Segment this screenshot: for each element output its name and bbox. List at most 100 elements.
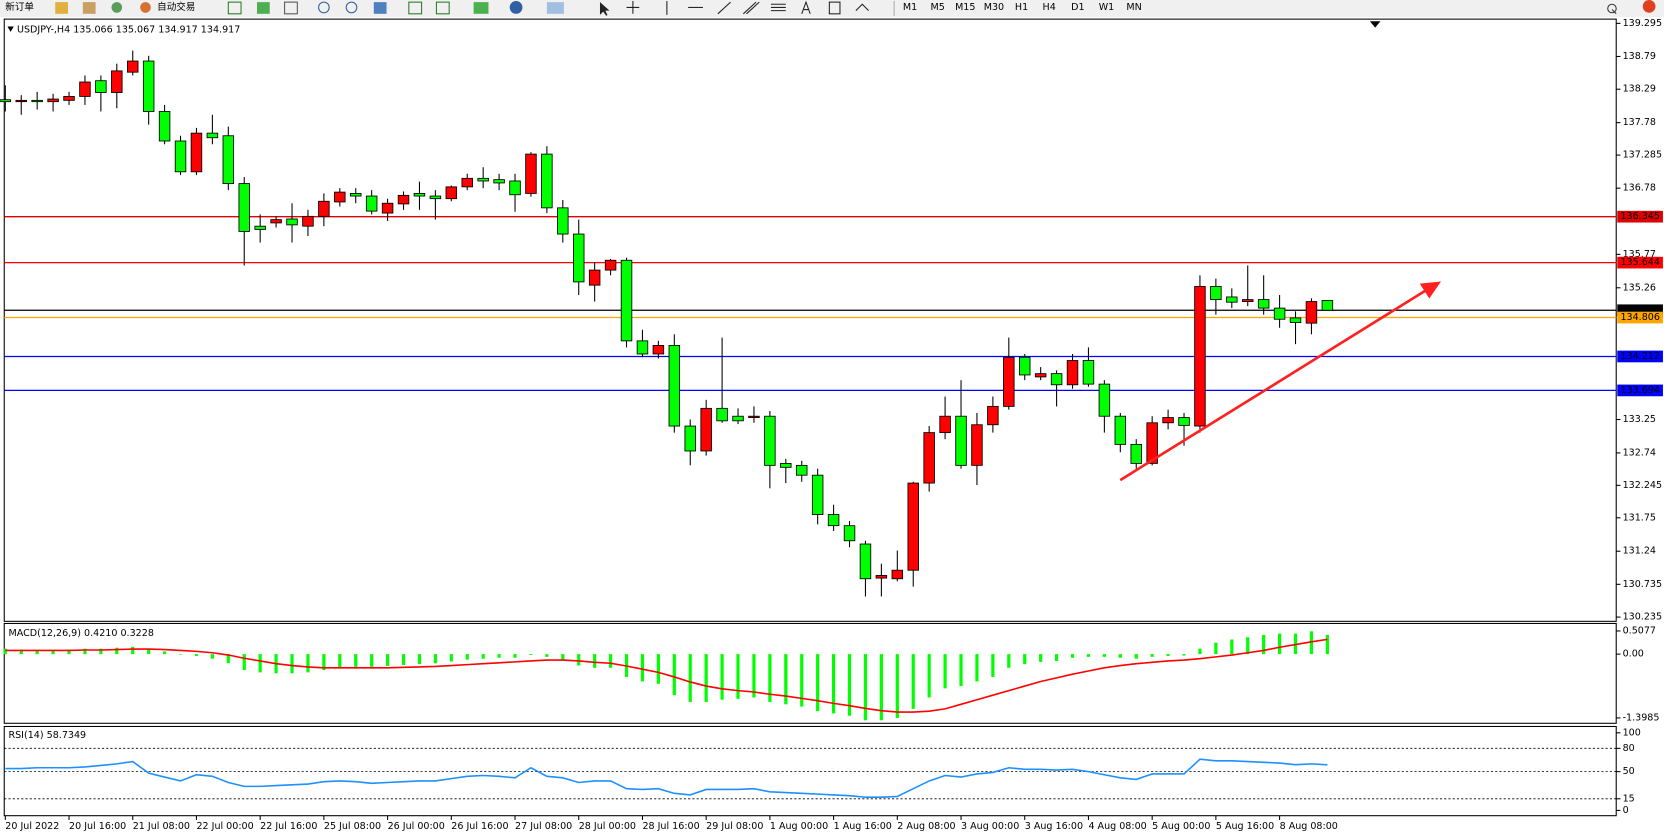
macd-bar [1134, 654, 1138, 659]
label-icon[interactable] [828, 1, 841, 15]
macd-bar [879, 654, 883, 721]
candle-body [557, 207, 569, 235]
trendline-icon[interactable] [717, 1, 731, 15]
macd-bar [401, 654, 406, 666]
macd-bar [306, 654, 310, 673]
cursor-icon[interactable] [599, 2, 610, 16]
icon[interactable] [408, 1, 423, 15]
candle-body [270, 219, 282, 224]
search-icon[interactable] [1607, 3, 1617, 15]
candle-body [429, 195, 442, 200]
timeframe-button[interactable]: M15 [955, 2, 975, 13]
macd-bar [497, 654, 501, 658]
icon[interactable] [435, 1, 450, 15]
icon[interactable] [345, 1, 358, 14]
rsi-panel [3, 725, 1617, 817]
new-order-button[interactable]: 新订单 [5, 1, 34, 13]
x-tick-label: 4 Aug 08:00 [1088, 821, 1146, 832]
macd-bar [290, 654, 294, 674]
timeframe-button[interactable]: H1 [1015, 2, 1028, 13]
icon[interactable] [284, 1, 298, 15]
candle-body [764, 415, 776, 466]
candle-body [891, 569, 904, 580]
candle-body [1289, 317, 1302, 323]
y-tick-label: 133.25 [1623, 414, 1656, 425]
macd-bar [959, 654, 963, 687]
candle-body [636, 340, 649, 355]
timeframe-button[interactable]: M5 [931, 2, 945, 13]
timeframe-button[interactable]: W1 [1099, 2, 1115, 13]
icon[interactable] [82, 2, 96, 14]
x-tick-label: 26 Jul 00:00 [388, 821, 445, 832]
x-tick-label: 5 Aug 16:00 [1216, 821, 1274, 832]
macd-bar [194, 654, 199, 656]
icon[interactable] [373, 2, 387, 14]
candle-body [1194, 286, 1206, 427]
candle-body [222, 135, 235, 185]
macd-bar [3, 648, 7, 655]
timeframe-button[interactable]: H4 [1043, 2, 1056, 13]
candle-body [286, 218, 298, 226]
icon[interactable] [473, 2, 489, 14]
icon[interactable] [140, 2, 151, 13]
candle-body [748, 415, 760, 418]
candle-body [190, 132, 203, 173]
trend-arrow [1119, 287, 1429, 482]
macd-bar [975, 654, 979, 682]
icon[interactable] [318, 1, 330, 14]
y-tick-label: 135.77 [1623, 249, 1656, 260]
candle-body [111, 70, 123, 93]
macd-bar [513, 654, 517, 658]
macd-bar [99, 648, 103, 655]
icon[interactable] [546, 2, 564, 14]
symbol-menu-arrow[interactable] [7, 26, 14, 32]
macd-bar [609, 654, 613, 668]
candle-body [652, 345, 665, 355]
text-icon[interactable] [801, 0, 811, 14]
macd-bar [816, 654, 820, 712]
price-level-label: 133.694 [1620, 385, 1659, 396]
candle-body [525, 153, 537, 194]
fibo-icon[interactable] [770, 3, 786, 12]
y-tick-label: 137.285 [1623, 150, 1662, 161]
macd-bar [688, 654, 692, 703]
crosshair-icon[interactable] [626, 1, 640, 14]
y-tick-label: 131.75 [1623, 512, 1656, 523]
candle-body [843, 525, 856, 542]
macd-bar [1309, 631, 1314, 655]
candle-body [381, 202, 394, 214]
icon[interactable] [256, 2, 270, 14]
icon[interactable] [55, 2, 68, 14]
notification-icon[interactable] [1642, 0, 1656, 13]
timeframe-button[interactable]: M30 [984, 2, 1004, 13]
macd-chart: 0.5077 0.00 -1.3985 [3, 625, 1659, 723]
candle-body [47, 98, 59, 103]
channel-icon[interactable] [742, 1, 760, 15]
arrows-icon[interactable] [855, 3, 870, 11]
macd-bar [67, 649, 71, 655]
icon[interactable] [227, 1, 242, 15]
timeframe-button[interactable]: M1 [903, 2, 917, 13]
macd-bar [943, 654, 947, 689]
macd-bar [210, 654, 214, 659]
candle-body [1305, 301, 1318, 324]
candle-body [206, 132, 219, 139]
icon[interactable] [111, 2, 123, 13]
timeframe-button[interactable]: D1 [1071, 2, 1084, 13]
candle-body [1050, 373, 1063, 386]
candle-body [875, 575, 888, 579]
icon[interactable] [509, 1, 523, 14]
price-level-label: 135.644 [1620, 257, 1659, 268]
high-value: 135.067 [116, 24, 155, 35]
macd-bar [895, 654, 899, 718]
macd-bar [847, 654, 852, 716]
signal-line [5, 638, 1328, 713]
macd-bar [449, 654, 453, 662]
candle-body [0, 99, 12, 103]
auto-trading-button[interactable]: 自动交易 [157, 1, 195, 13]
candle-body [1321, 300, 1334, 311]
macd-bar [800, 654, 804, 707]
candle-body [732, 415, 744, 422]
price-level-label: 134.806 [1620, 312, 1659, 323]
timeframe-button[interactable]: MN [1126, 2, 1141, 13]
